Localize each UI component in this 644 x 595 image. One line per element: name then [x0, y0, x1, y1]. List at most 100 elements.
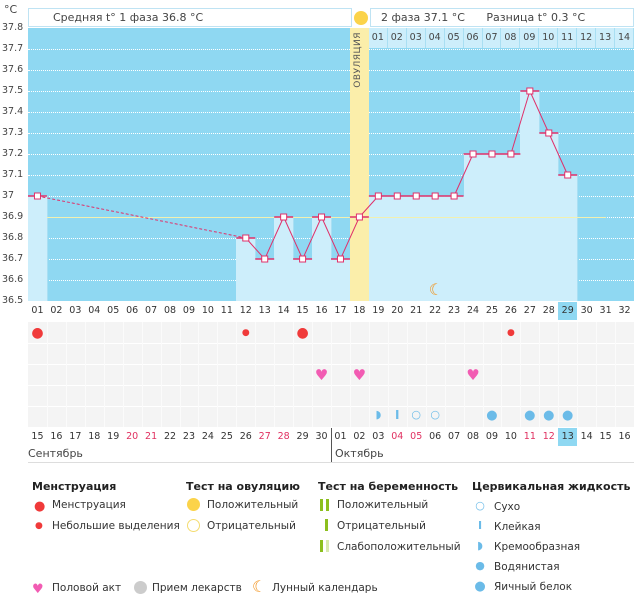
calendar-date: 28 [277, 431, 290, 442]
temperature-line-layer [28, 87, 578, 263]
cycle-day-label: 07 [145, 305, 158, 316]
column-separator [425, 322, 427, 427]
y-tick-label: 37.6 [2, 64, 24, 75]
calendar-date: 30 [315, 431, 328, 442]
fluid-egg-icon: ● [524, 408, 536, 423]
calendar-date: 18 [88, 431, 101, 442]
temperature-point [469, 150, 477, 158]
cycle-day-label: 08 [163, 305, 177, 316]
menstruation-drop-icon: ● [296, 325, 309, 341]
cycle-day-label: 09 [182, 305, 196, 316]
heart-icon: ♥ [314, 366, 329, 384]
gridline [28, 70, 634, 71]
column-separator [501, 322, 503, 427]
calendar-date: 15 [31, 431, 44, 442]
cycle-day-label: 24 [466, 305, 480, 316]
cycle-day-label: 28 [542, 305, 555, 316]
temperature-point [507, 150, 515, 158]
column-separator [596, 322, 598, 427]
temperature-segment [548, 132, 569, 176]
cycle-day-label: 03 [69, 305, 82, 316]
calendar-date: 09 [485, 431, 499, 442]
calendar-date: 25 [220, 431, 233, 442]
column-separator [368, 322, 370, 427]
fluid-creamy-icon: ◗ [375, 408, 382, 421]
cycle-day-label: 29 [558, 302, 578, 320]
column-separator [236, 322, 238, 427]
calendar-date: 21 [145, 431, 158, 442]
phase2-day-cell: 14 [615, 28, 634, 48]
temperature-point [526, 87, 534, 95]
legend-fluid-item: Яичный белок [494, 581, 573, 593]
cycle-day-label: 21 [410, 305, 423, 316]
column-separator [46, 322, 48, 427]
phase2-day-cell: 01 [368, 28, 388, 48]
calendar-date: 14 [580, 431, 593, 442]
unit-label: °C [4, 3, 18, 16]
month-label: Сентябрь [28, 447, 83, 460]
temperature-point [336, 255, 344, 263]
temperature-bar [558, 175, 579, 301]
legend-spotting: Небольшие выделения [52, 520, 180, 532]
calendar-date: 05 [410, 431, 423, 442]
temperature-bar [28, 196, 48, 301]
y-tick-label: 36.6 [2, 274, 24, 285]
calendar-date: 10 [504, 431, 517, 442]
divider [28, 462, 634, 463]
ovulation-column [349, 28, 369, 301]
phase2-day-cell: 06 [463, 28, 483, 48]
column-separator [312, 322, 314, 427]
phase2-day-cell: 12 [577, 28, 597, 48]
menstruation-drop-icon: ● [241, 328, 250, 338]
calendar-date: 08 [466, 431, 480, 442]
column-separator [331, 322, 332, 427]
phase2-summary: 2 фаза 37.1 °C Разница t° 0.3 °C [370, 8, 634, 27]
one-line-icon [325, 519, 328, 531]
legend-pregtest-title: Тест на беременность [318, 480, 459, 493]
legend-sex: Половой акт [52, 582, 122, 594]
temperature-segment [264, 216, 285, 260]
positive-circle-icon [187, 498, 200, 511]
temperature-difference: Разница t° 0.3 °C [486, 11, 586, 24]
cycle-day-label: 01 [31, 305, 44, 316]
column-separator [387, 322, 389, 427]
temperature-segment [283, 216, 304, 260]
ovulation-header [352, 8, 370, 27]
cycle-day-label: 10 [201, 305, 214, 316]
temperature-segment [453, 153, 474, 197]
negative-circle-icon [187, 519, 200, 532]
cycle-day-label: 27 [523, 305, 536, 316]
calendar-date: 13 [558, 428, 578, 446]
column-separator [444, 322, 446, 427]
heart-icon: ♥ [352, 366, 367, 384]
column-separator [349, 322, 351, 427]
cycle-day-label: 06 [126, 305, 139, 316]
month-label: Октябрь [335, 447, 384, 460]
column-separator [84, 322, 86, 427]
legend-preg-positive: Положительный [337, 499, 429, 511]
cycle-day-label: 32 [618, 305, 631, 316]
column-separator [558, 322, 560, 427]
temperature-segment [321, 216, 341, 260]
heart-icon: ♥ [32, 582, 44, 595]
calendar-date: 15 [599, 431, 612, 442]
calendar-date: 17 [69, 431, 82, 442]
fluid-dry-icon: ○ [411, 408, 422, 421]
fluid-dry-icon: ○ [475, 499, 485, 512]
temperature-point [280, 213, 288, 221]
column-separator [539, 322, 541, 427]
column-separator [577, 322, 579, 427]
cycle-day-label: 18 [353, 305, 366, 316]
legend-medication: Прием лекарств [152, 582, 242, 594]
y-tick-label: 37.1 [2, 169, 24, 180]
calendar-date: 04 [391, 431, 404, 442]
two-lines-icon [320, 499, 323, 511]
phase2-day-cell: 11 [558, 28, 578, 48]
small-drop-icon: ● [35, 521, 43, 531]
phase2-day-cell: 04 [425, 28, 445, 48]
fluid-sticky-icon: I [477, 519, 483, 532]
y-tick-label: 37.4 [2, 106, 24, 117]
calendar-date: 06 [429, 431, 442, 442]
fluid-creamy-icon: ◗ [477, 539, 483, 552]
column-separator [255, 322, 257, 427]
